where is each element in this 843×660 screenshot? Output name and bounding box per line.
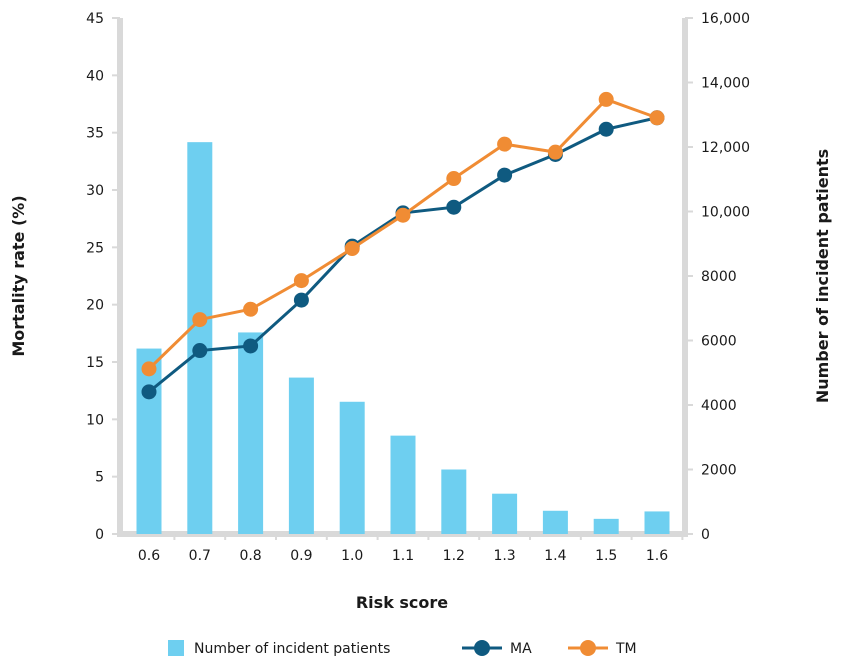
tick-labels: 0 5 10 15 20 25 30 35 40 45 0 2000 4000 6000 8000 10,00… [86,11,750,564]
bar-1.3 [492,493,518,534]
bar-1.5 [593,518,619,534]
x-tick-label: 0.8 [239,548,261,564]
legend-tm-label: TM [615,641,637,657]
point-ma-1.3 [497,167,513,183]
x-tick-label: 0.7 [189,548,211,564]
x-tick-label: 1.2 [443,548,465,564]
point-ma-1.2 [446,199,462,215]
right-tick-label: 14,000 [701,76,750,92]
right-tick-label: 4000 [701,398,737,414]
bar-0.6 [136,348,162,534]
point-tm-1.5 [598,91,614,107]
legend-bar-swatch [168,640,184,656]
bar-0.8 [238,332,264,534]
left-tick-label: 20 [86,298,104,314]
x-tick-label: 1.4 [544,548,566,564]
legend: Number of incident patients MA TM [168,640,637,657]
point-tm-1.3 [497,136,513,152]
right-tick-label: 8000 [701,269,737,285]
left-tick-label: 15 [86,355,104,371]
point-ma-0.6 [141,384,157,400]
point-ma-1.5 [598,121,614,137]
point-ma-0.7 [192,343,208,359]
bar-1.0 [339,401,365,534]
legend-ma-label: MA [510,641,532,657]
right-tick-label: 0 [701,527,710,543]
left-tick-label: 5 [95,470,104,486]
point-tm-1.6 [649,110,665,126]
x-tick-label: 1.6 [646,548,668,564]
x-tick-label: 1.3 [493,548,515,564]
x-tick-label: 0.6 [138,548,160,564]
point-tm-0.7 [192,312,208,328]
right-tick-label: 16,000 [701,11,750,27]
x-tick-label: 0.9 [290,548,312,564]
right-axis-title: Number of incident patients [813,149,832,403]
bar-1.4 [542,510,568,534]
point-ma-0.8 [243,338,259,354]
x-tick-label: 1.0 [341,548,363,564]
point-tm-1.0 [344,240,360,256]
bar-1.6 [644,511,670,534]
bar-series [136,142,670,534]
point-tm-0.6 [141,361,157,377]
left-axis-title: Mortality rate (%) [9,195,28,356]
x-tick-label: 1.5 [595,548,617,564]
bar-0.7 [187,142,213,534]
right-tick-label: 12,000 [701,140,750,156]
left-tick-label: 25 [86,240,104,256]
left-tick-label: 35 [86,126,104,142]
point-ma-0.9 [293,292,309,308]
bar-1.1 [390,435,416,534]
left-tick-label: 40 [86,68,104,84]
left-tick-label: 30 [86,183,104,199]
x-axis-title: Risk score [356,593,448,612]
right-tick-label: 6000 [701,334,737,350]
right-tick-label: 10,000 [701,205,750,221]
x-tick-label: 1.1 [392,548,414,564]
legend-bar-label: Number of incident patients [194,641,390,657]
point-tm-1.4 [547,144,563,160]
left-tick-label: 45 [86,11,104,27]
line-tm [147,97,658,370]
point-tm-0.9 [293,273,309,289]
point-tm-1.1 [395,207,411,223]
bar-0.9 [288,377,314,534]
right-tick-label: 2000 [701,463,737,479]
left-tick-label: 10 [86,412,104,428]
legend-tm-marker [580,640,596,656]
left-tick-label: 0 [95,527,104,543]
point-tm-0.8 [243,301,259,317]
line-series [141,91,665,400]
legend-ma-marker [474,640,490,656]
point-tm-1.2 [446,171,462,187]
bar-1.2 [441,469,467,534]
line-ma [148,116,658,393]
